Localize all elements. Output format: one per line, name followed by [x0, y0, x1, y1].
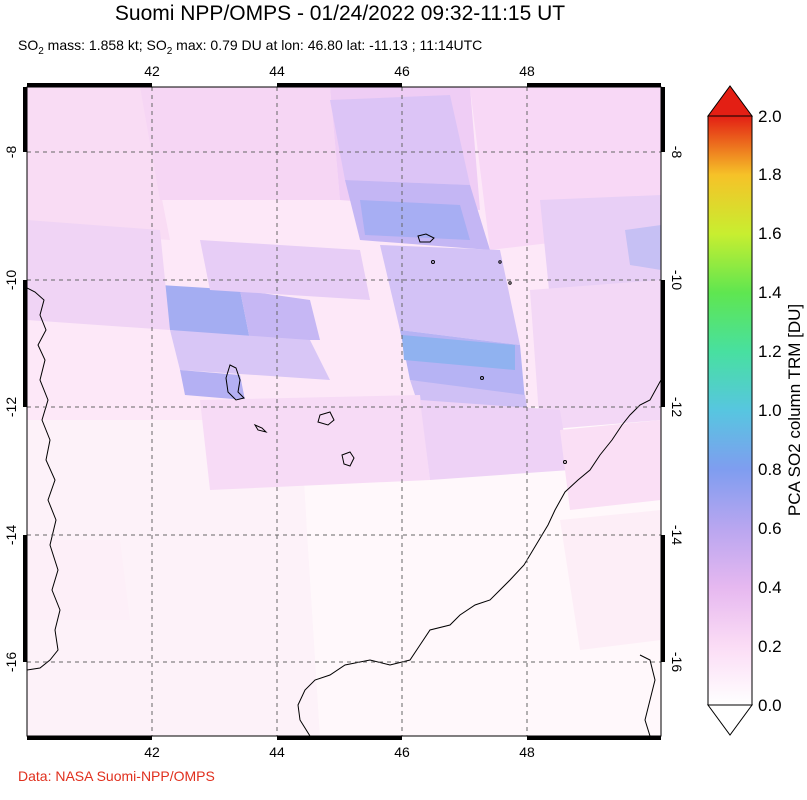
lon-labels-bottom: 42 44 46 48 [144, 744, 535, 760]
lat-tick-label: -10 [669, 270, 685, 290]
colorbar-tick: 0.4 [758, 578, 782, 597]
colorbar-tick: 1.0 [758, 401, 782, 420]
colorbar-label: PCA SO2 column TRM [DU] [785, 304, 804, 516]
lat-labels-right: -8 -10 -12 -14 -16 [669, 146, 685, 673]
lon-labels-top: 42 44 46 48 [144, 63, 535, 79]
lon-tick-label: 48 [519, 744, 535, 760]
lon-tick-label: 46 [394, 63, 410, 79]
graticule [27, 87, 661, 736]
colorbar-tick: 1.4 [758, 283, 782, 302]
colorbar-tick: 0.6 [758, 519, 782, 538]
lon-tick-label: 48 [519, 63, 535, 79]
so2-field [27, 87, 661, 736]
colorbar-gradient [707, 115, 753, 706]
chart-subtitle: SO2 mass: 1.858 kt; SO2 max: 0.79 DU at … [18, 37, 483, 57]
lon-tick-label: 44 [269, 744, 285, 760]
lat-tick-label: -10 [3, 270, 19, 290]
map-figure: 42 44 46 48 42 44 46 48 -8 -10 -12 -14 -… [3, 63, 804, 760]
coastline-lines [27, 233, 661, 736]
lat-tick-label: -14 [669, 525, 685, 545]
colorbar-tick: 1.8 [758, 165, 782, 184]
data-credit: Data: NASA Suomi-NPP/OMPS [18, 768, 215, 784]
lat-tick-label: -8 [669, 146, 685, 159]
colorbar-max-arrow [707, 85, 753, 117]
colorbar-tick: 1.6 [758, 224, 782, 243]
lon-tick-label: 46 [394, 744, 410, 760]
chart-title: Suomi NPP/OMPS - 01/24/2022 09:32-11:15 … [114, 2, 566, 25]
lat-labels-left: -8 -10 -12 -14 -16 [3, 146, 19, 673]
lat-tick-label: -8 [3, 146, 19, 159]
lat-tick-label: -12 [669, 397, 685, 417]
lat-tick-label: -16 [3, 652, 19, 672]
colorbar-tick: 0.0 [758, 696, 782, 715]
lat-tick-label: -12 [3, 397, 19, 417]
lat-tick-label: -14 [3, 525, 19, 545]
lon-tick-label: 42 [144, 744, 160, 760]
colorbar-tick: 0.8 [758, 460, 782, 479]
colorbar: 0.0 0.2 0.4 0.6 0.8 1.0 1.2 1.4 1.6 1.8 … [707, 85, 804, 736]
colorbar-tick: 1.2 [758, 342, 782, 361]
colorbar-tick: 2.0 [758, 107, 782, 126]
colorbar-min-arrow [707, 704, 753, 736]
lon-tick-label: 42 [144, 63, 160, 79]
colorbar-tick: 0.2 [758, 637, 782, 656]
lon-tick-label: 44 [269, 63, 285, 79]
map-frame [23, 83, 665, 740]
lat-tick-label: -16 [669, 652, 685, 672]
